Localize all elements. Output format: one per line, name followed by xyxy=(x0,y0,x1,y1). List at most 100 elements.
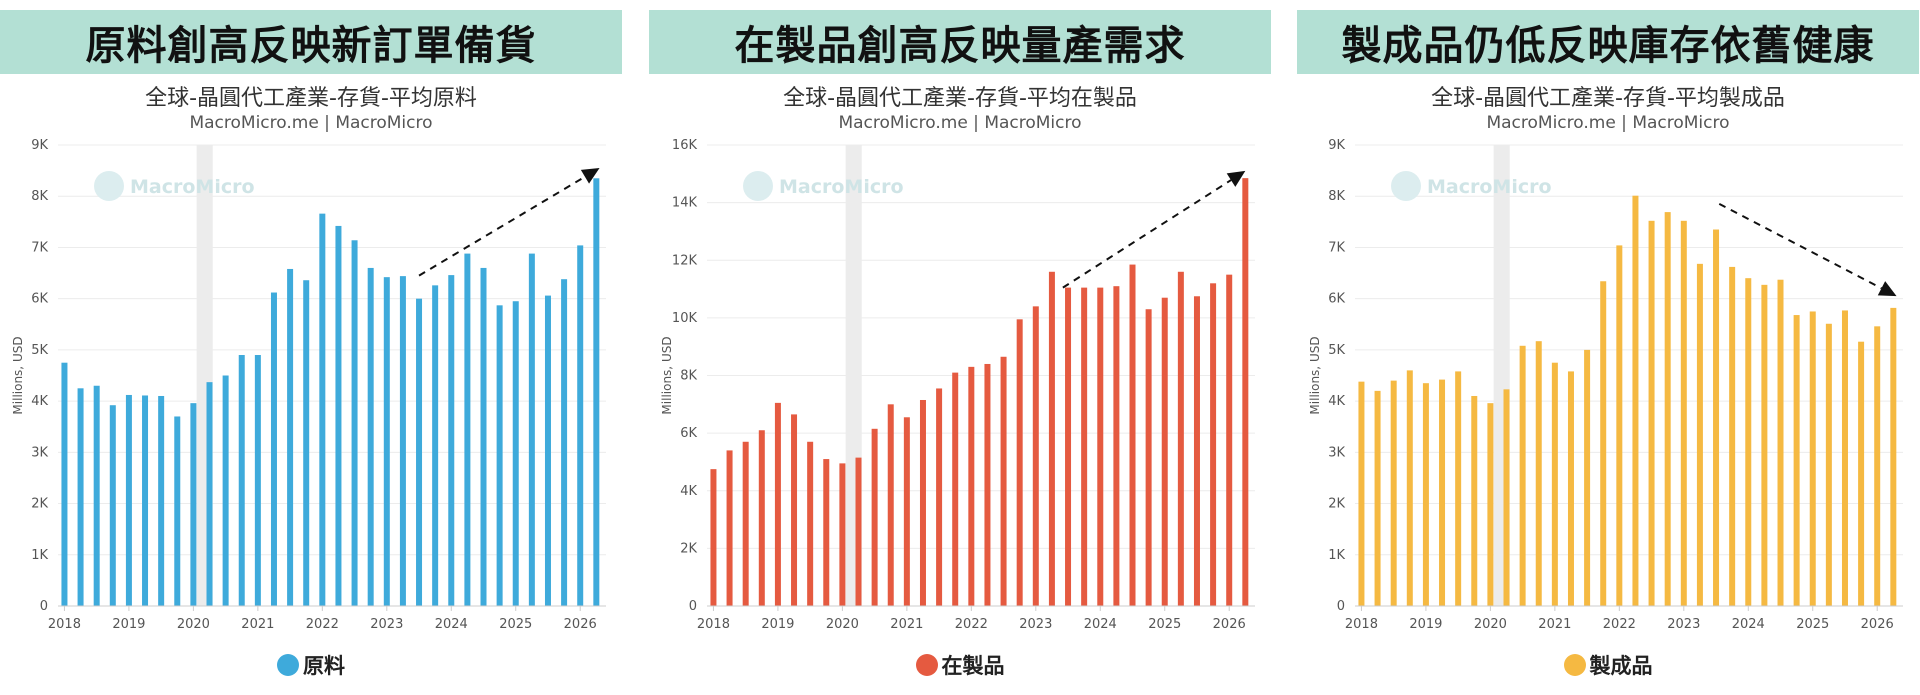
x-tick-label: 2022 xyxy=(955,617,988,632)
y-tick-label: 2K xyxy=(680,541,697,556)
x-tick-label: 2018 xyxy=(48,617,81,632)
bar xyxy=(1242,178,1249,606)
watermark-logo: MacroMicro xyxy=(94,171,255,201)
bar xyxy=(1825,323,1832,606)
y-tick-label: 3K xyxy=(31,445,48,460)
y-tick-label: 9K xyxy=(31,138,48,153)
bar xyxy=(1680,220,1687,606)
bar xyxy=(77,388,84,606)
bar xyxy=(1210,283,1217,606)
bar xyxy=(1696,263,1703,606)
bar xyxy=(903,417,910,606)
y-tick-label: 12K xyxy=(672,253,698,268)
bar xyxy=(512,301,519,606)
bar xyxy=(125,394,132,606)
bar-chart: 0 2K 4K 6K 8K 10K 12K 14K 16K MacroMicro 2018 2019 2… xyxy=(660,138,1255,632)
legend-label: 在製品 xyxy=(941,654,1005,678)
bar xyxy=(577,245,584,606)
bar xyxy=(887,404,894,606)
bar xyxy=(61,362,68,606)
legend[interactable]: 製成品 xyxy=(1297,650,1919,680)
x-tick-label: 2022 xyxy=(306,617,339,632)
x-tick-label: 2022 xyxy=(1603,617,1636,632)
x-tick-label: 2023 xyxy=(370,617,403,632)
y-tick-label: 16K xyxy=(672,138,698,153)
bar xyxy=(142,395,149,606)
x-tick-label: 2021 xyxy=(1538,617,1571,632)
y-tick-label: 5K xyxy=(31,343,48,358)
x-tick-label: 2024 xyxy=(1084,617,1117,632)
bar xyxy=(1226,274,1233,606)
x-tick-label: 2019 xyxy=(761,617,794,632)
banner-headline: 在製品創高反映量產需求 xyxy=(649,10,1271,74)
x-tick-label: 2024 xyxy=(435,617,468,632)
trend-arrow-line xyxy=(1718,203,1882,290)
legend[interactable]: 在製品 xyxy=(649,650,1271,680)
y-tick-label: 10K xyxy=(672,311,698,326)
bar xyxy=(1193,296,1200,606)
bar xyxy=(1567,371,1574,606)
bar xyxy=(206,382,213,606)
y-tick-label: 3K xyxy=(1328,445,1345,460)
bar xyxy=(1161,297,1168,606)
bar xyxy=(1841,310,1848,606)
y-tick-label: 4K xyxy=(1328,394,1345,409)
bar xyxy=(303,280,310,606)
y-tick-label: 8K xyxy=(31,189,48,204)
bar xyxy=(758,430,765,606)
y-tick-label: 0 xyxy=(40,599,48,614)
trend-arrow-head xyxy=(1877,281,1897,297)
y-axis-title: Millions, USD xyxy=(1308,336,1322,414)
bar xyxy=(1761,284,1768,606)
bar xyxy=(1048,271,1055,606)
chart-subtitle: MacroMicro.me | MacroMicro xyxy=(838,113,1082,133)
bar xyxy=(742,441,749,606)
bar xyxy=(919,399,926,606)
y-tick-label: 5K xyxy=(1328,343,1345,358)
chart-subtitle: MacroMicro.me | MacroMicro xyxy=(189,113,433,133)
bar xyxy=(1065,287,1072,606)
bar-chart: 0 1K 2K 3K 4K 5K 6K 7K 8K 9K MacroMicro 2018 2019 202… xyxy=(11,138,606,632)
watermark-logo: MacroMicro xyxy=(1391,171,1552,201)
bar xyxy=(351,240,358,607)
bar xyxy=(1745,278,1752,606)
bar xyxy=(1422,383,1429,606)
x-tick-label: 2026 xyxy=(1861,617,1894,632)
watermark-text: MacroMicro xyxy=(779,176,904,198)
banner-headline: 製成品仍低反映庫存依舊健康 xyxy=(1297,10,1919,74)
bar xyxy=(238,355,245,606)
x-tick-label: 2026 xyxy=(1213,617,1246,632)
bar xyxy=(174,416,181,606)
chart-subtitle: MacroMicro.me | MacroMicro xyxy=(1486,113,1730,133)
legend[interactable]: 原料 xyxy=(0,650,622,680)
bar xyxy=(480,267,487,606)
bar xyxy=(1358,381,1365,606)
bar xyxy=(1145,309,1152,606)
chart-panel-raw-materials: 原料創高反映新訂單備貨 全球-晶圓代工產業-存貨-平均原料 MacroMicro… xyxy=(0,0,622,695)
y-tick-label: 0 xyxy=(689,599,697,614)
bar xyxy=(1081,287,1088,606)
bar xyxy=(287,268,294,606)
y-axis-title: Millions, USD xyxy=(660,336,674,414)
legend-swatch xyxy=(915,654,938,676)
trend-arrow-line xyxy=(1062,179,1232,289)
bar xyxy=(1632,195,1639,606)
bar xyxy=(254,355,261,606)
chart-panel-finished-goods: 製成品仍低反映庫存依舊健康 全球-晶圓代工產業-存貨-平均製成品 MacroMi… xyxy=(1297,0,1919,695)
bar xyxy=(109,405,116,606)
bar xyxy=(1713,229,1720,606)
bar xyxy=(1471,395,1478,606)
bar xyxy=(561,279,568,606)
bar xyxy=(1535,341,1542,606)
bar xyxy=(1439,379,1446,606)
bar xyxy=(984,363,991,606)
bar xyxy=(1890,307,1897,606)
y-tick-label: 9K xyxy=(1328,138,1345,153)
chart-title: 全球-晶圓代工產業-存貨-平均原料 xyxy=(145,86,477,111)
bar xyxy=(807,441,814,606)
x-tick-label: 2019 xyxy=(112,617,145,632)
bar xyxy=(774,402,781,606)
y-tick-label: 14K xyxy=(672,196,698,211)
bar xyxy=(319,213,326,606)
y-tick-label: 4K xyxy=(31,394,48,409)
